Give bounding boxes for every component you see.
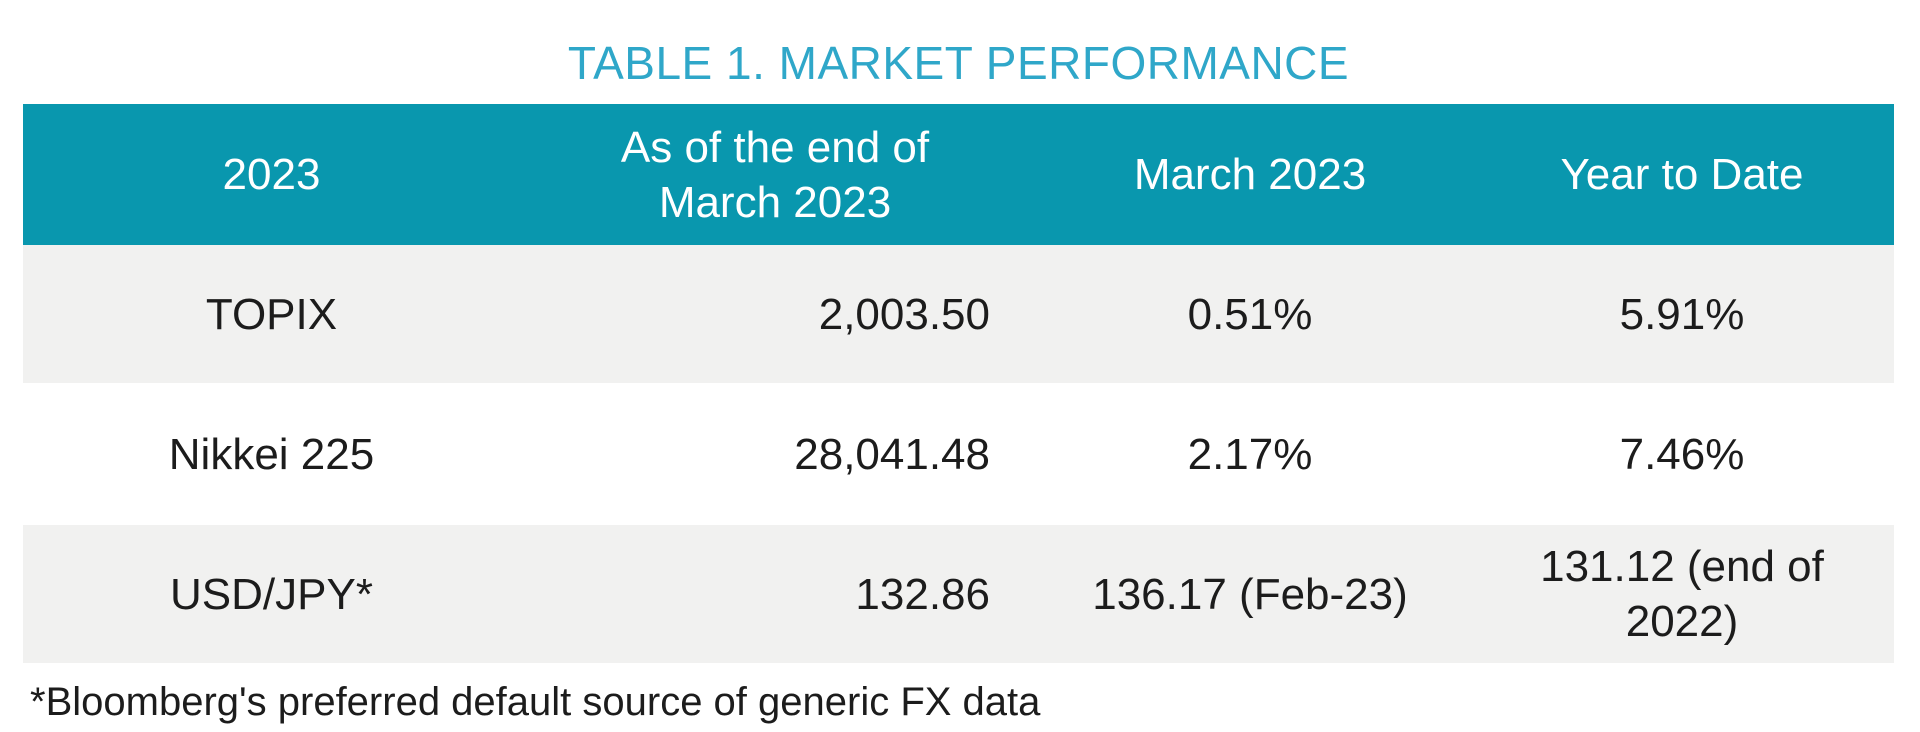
topix-march-value: 0.51% [1187, 289, 1313, 339]
table-title: TABLE 1. MARKET PERFORMANCE [567, 37, 1350, 89]
table-header-row: 2023 As of the end of March 2023 March 2… [23, 104, 1894, 245]
column-header-as-of: As of the end of March 2023 [520, 120, 1030, 230]
usdjpy-ytd-cell: 131.12 (end of 2022) [1470, 539, 1894, 649]
usdjpy-march-value: 136.17 (Feb-23) [1092, 569, 1408, 619]
footnote: *Bloomberg's preferred default source of… [30, 680, 1041, 724]
topix-ytd-value: 5.91% [1619, 289, 1745, 339]
usdjpy-as-of-value: 132.86 [855, 569, 990, 619]
market-performance-table: 2023 As of the end of March 2023 March 2… [23, 104, 1894, 663]
table-row-nikkei: Nikkei 225 28,041.48 2.17% 7.46% [23, 383, 1894, 525]
row-label-topix: TOPIX [205, 289, 338, 339]
column-header-as-of-label: As of the end of March 2023 [620, 122, 930, 227]
column-header-year: 2023 [222, 150, 321, 199]
topix-as-of-value: 2,003.50 [818, 289, 990, 339]
column-header-march-2023: March 2023 [1133, 150, 1367, 199]
usdjpy-ytd-value: 131.12 (end of 2022) [1540, 542, 1824, 646]
column-header-year-to-date: Year to Date [1560, 150, 1804, 199]
nikkei-march-value: 2.17% [1187, 429, 1313, 479]
table-row-usdjpy: USD/JPY* 132.86 136.17 (Feb-23) 131.12 (… [23, 525, 1894, 663]
row-label-nikkei: Nikkei 225 [168, 429, 375, 479]
table-row-topix: TOPIX 2,003.50 0.51% 5.91% [23, 245, 1894, 383]
row-label-usdjpy: USD/JPY* [170, 569, 373, 619]
nikkei-ytd-value: 7.46% [1619, 429, 1745, 479]
nikkei-as-of-value: 28,041.48 [794, 429, 990, 479]
